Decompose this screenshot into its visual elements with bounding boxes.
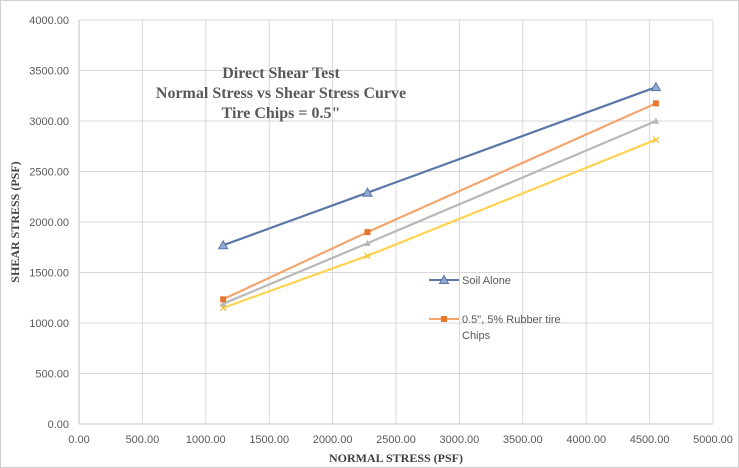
- x-tick-label: 1500.00: [249, 434, 289, 446]
- y-tick-label: 3500.00: [29, 66, 69, 78]
- x-tick-label: 5000.00: [693, 434, 733, 446]
- chart-title-line: Tire Chips = 0.5": [222, 105, 341, 122]
- series-line: [222, 102, 657, 301]
- legend-label: Chips: [462, 330, 491, 342]
- x-tick-label: 3500.00: [503, 434, 543, 446]
- series-layer: [217, 81, 662, 312]
- y-axis-tick-labels: 0.00 500.00 1000.00 1500.00 2000.00 2500.00 30…: [29, 15, 69, 431]
- legend-marker: [438, 274, 450, 284]
- data-point: [652, 136, 660, 144]
- x-tick-label: 500.00: [126, 434, 160, 446]
- x-tick-label: 2000.00: [313, 434, 353, 446]
- series-2: [219, 117, 660, 307]
- x-axis-title: NORMAL STRESS (PSF): [329, 451, 463, 465]
- data-point: [362, 187, 373, 197]
- series-3: [219, 136, 660, 312]
- x-tick-label: 4500.00: [630, 434, 670, 446]
- data-point: [652, 117, 660, 124]
- series-line: [222, 119, 657, 305]
- y-tick-label: 2000.00: [29, 217, 69, 229]
- x-tick-label: 3000.00: [440, 434, 480, 446]
- y-tick-label: 500.00: [35, 369, 69, 381]
- y-tick-label: 2500.00: [29, 167, 69, 179]
- data-point: [219, 300, 227, 307]
- y-axis-title: SHEAR STRESS (PSF): [8, 161, 22, 282]
- legend-marker: [441, 316, 447, 322]
- legend-entry: 0.5", 5% Rubber tire Chips: [429, 314, 561, 342]
- data-point: [652, 100, 659, 107]
- y-tick-label: 4000.00: [29, 15, 69, 27]
- chart-title: Direct Shear Test Normal Stress vs Shear …: [156, 65, 406, 122]
- chart-title-line: Normal Stress vs Shear Stress Curve: [156, 85, 406, 102]
- data-point: [364, 229, 371, 236]
- x-tick-label: 1000.00: [186, 434, 226, 446]
- series-0: [217, 81, 662, 250]
- data-point: [650, 81, 662, 92]
- series-1: [220, 100, 659, 303]
- y-tick-label: 0.00: [48, 419, 69, 431]
- marker-stroke: [652, 136, 660, 144]
- x-tick-label: 4000.00: [566, 434, 606, 446]
- data-point: [217, 239, 229, 250]
- chart-title-line: Direct Shear Test: [222, 65, 340, 82]
- x-tick-label: 0.00: [68, 434, 89, 446]
- data-point: [220, 296, 227, 303]
- data-point: [364, 252, 371, 260]
- marker-stroke: [364, 252, 371, 260]
- gridlines: [78, 19, 714, 425]
- legend-entry: Soil Alone: [429, 274, 511, 287]
- x-tick-label: 2500.00: [376, 434, 416, 446]
- y-tick-label: 1500.00: [29, 268, 69, 280]
- y-tick-label: 1000.00: [29, 318, 69, 330]
- legend-label: 0.5", 5% Rubber tire: [462, 314, 561, 326]
- x-axis-tick-labels: 0.00 500.00 1000.00 1500.00 2000.00 2500.00 30…: [68, 434, 733, 446]
- legend: Soil Alone 0.5", 5% Rubber tire Chips: [429, 274, 561, 342]
- y-tick-label: 3000.00: [29, 116, 69, 128]
- legend-label: Soil Alone: [462, 275, 511, 287]
- data-point: [364, 239, 371, 246]
